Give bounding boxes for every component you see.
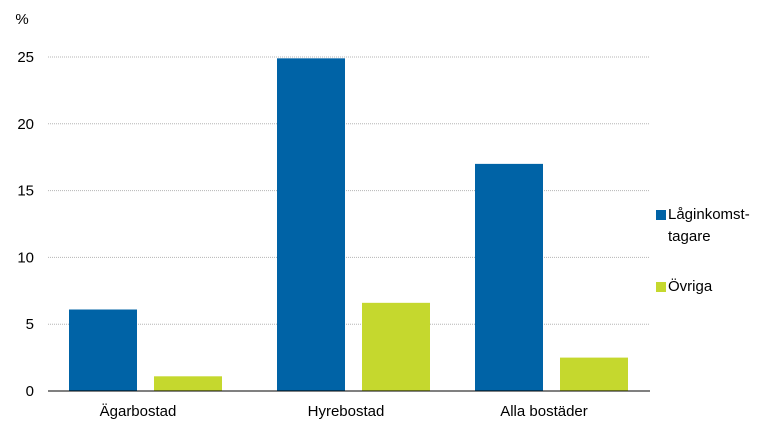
bar-ovriga-0 <box>154 376 222 391</box>
legend-label-line: tagare <box>668 228 711 245</box>
x-category-label: Hyrebostad <box>308 403 385 420</box>
bar-laginkomsttagare-2 <box>475 163 543 391</box>
y-axis-unit-label: % <box>15 11 28 28</box>
x-category-label: Alla bostäder <box>500 403 588 420</box>
bar-ovriga-2 <box>560 357 628 391</box>
bars <box>69 58 628 391</box>
x-axis-labels: Ägarbostad Hyrebostad Alla bostäder <box>100 403 588 420</box>
legend-label: Övriga <box>668 277 713 295</box>
y-tick-label: 25 <box>17 49 34 66</box>
y-axis-ticks: 0 5 10 15 20 25 <box>17 49 34 400</box>
legend-swatch <box>656 210 666 220</box>
legend-swatch <box>656 282 666 292</box>
legend: Låginkomst-tagare Övriga <box>656 206 750 295</box>
legend-label-line: Låginkomst- <box>668 206 750 223</box>
y-tick-label: 5 <box>26 316 34 333</box>
bar-laginkomsttagare-0 <box>69 309 137 391</box>
legend-label: Låginkomst-tagare <box>668 206 750 245</box>
y-tick-label: 15 <box>17 183 34 200</box>
bar-laginkomsttagare-1 <box>277 58 345 391</box>
y-tick-label: 0 <box>26 383 34 400</box>
bar-ovriga-1 <box>362 302 430 391</box>
y-tick-label: 10 <box>17 249 34 266</box>
legend-label-line: Övriga <box>668 277 713 295</box>
x-category-label: Ägarbostad <box>100 403 177 420</box>
gridlines <box>48 56 650 325</box>
y-tick-label: 20 <box>17 116 34 133</box>
